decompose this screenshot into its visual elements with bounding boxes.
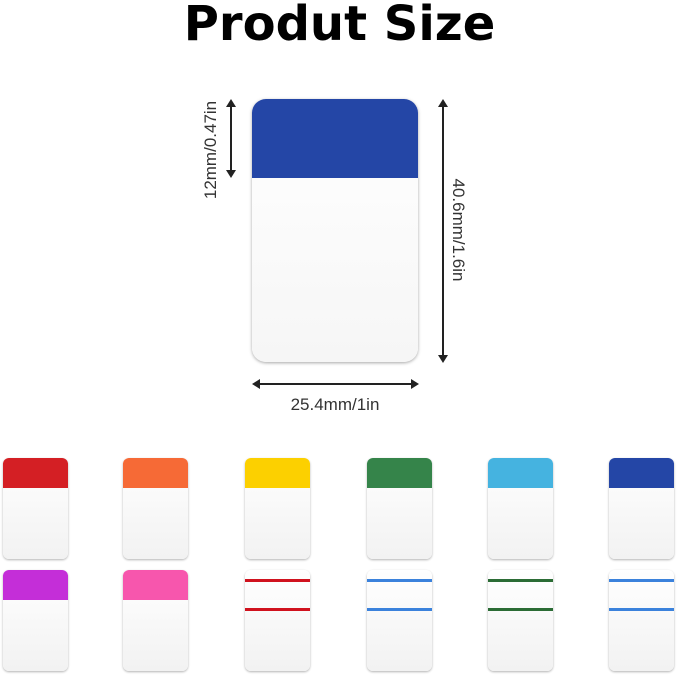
page-title: Produt Size	[183, 0, 496, 52]
arrow-head-left	[252, 379, 260, 389]
tab-color-cap	[3, 458, 68, 488]
tab-color-cap	[609, 458, 674, 488]
tab-variant	[488, 570, 553, 671]
tab-color-cap	[123, 458, 188, 488]
arrow-head-down	[226, 170, 236, 178]
tab-variant	[367, 458, 432, 559]
tab-stripe	[609, 608, 674, 611]
tab-color-cap	[245, 458, 310, 488]
arrow-head-down	[438, 355, 448, 363]
tab-variant	[609, 570, 674, 671]
tab-variant	[488, 458, 553, 559]
tab-stripe	[367, 579, 432, 582]
tab-stripe	[245, 608, 310, 611]
tab-variant	[3, 458, 68, 559]
arrow-head-right	[411, 379, 419, 389]
tab-color-cap	[367, 458, 432, 488]
tab-color-cap	[3, 570, 68, 600]
tab-variant	[123, 570, 188, 671]
arrow-head-up	[438, 99, 448, 107]
tab-color-cap	[123, 570, 188, 600]
tab-color-cap	[488, 458, 553, 488]
width-arrow	[256, 383, 415, 385]
colored-height-label: 12mm/0.47in	[201, 100, 220, 200]
total-height-label: 40.6mm/1.6in	[449, 178, 468, 282]
tab-variant	[367, 570, 432, 671]
tab-variant	[245, 458, 310, 559]
arrow-head-up	[226, 99, 236, 107]
tab-variant	[245, 570, 310, 671]
tab-stripe	[609, 579, 674, 582]
tab-stripe	[488, 579, 553, 582]
tab-stripe	[488, 608, 553, 611]
tab-stripe	[367, 608, 432, 611]
tab-variant	[123, 458, 188, 559]
main-tab-illustration	[252, 99, 418, 362]
tab-stripe	[245, 579, 310, 582]
main-tab-color-cap	[252, 99, 418, 178]
width-label: 25.4mm/1in	[290, 395, 380, 414]
tab-variant	[609, 458, 674, 559]
total-height-arrow	[442, 103, 444, 359]
colored-height-arrow	[230, 102, 232, 174]
tab-variant	[3, 570, 68, 671]
